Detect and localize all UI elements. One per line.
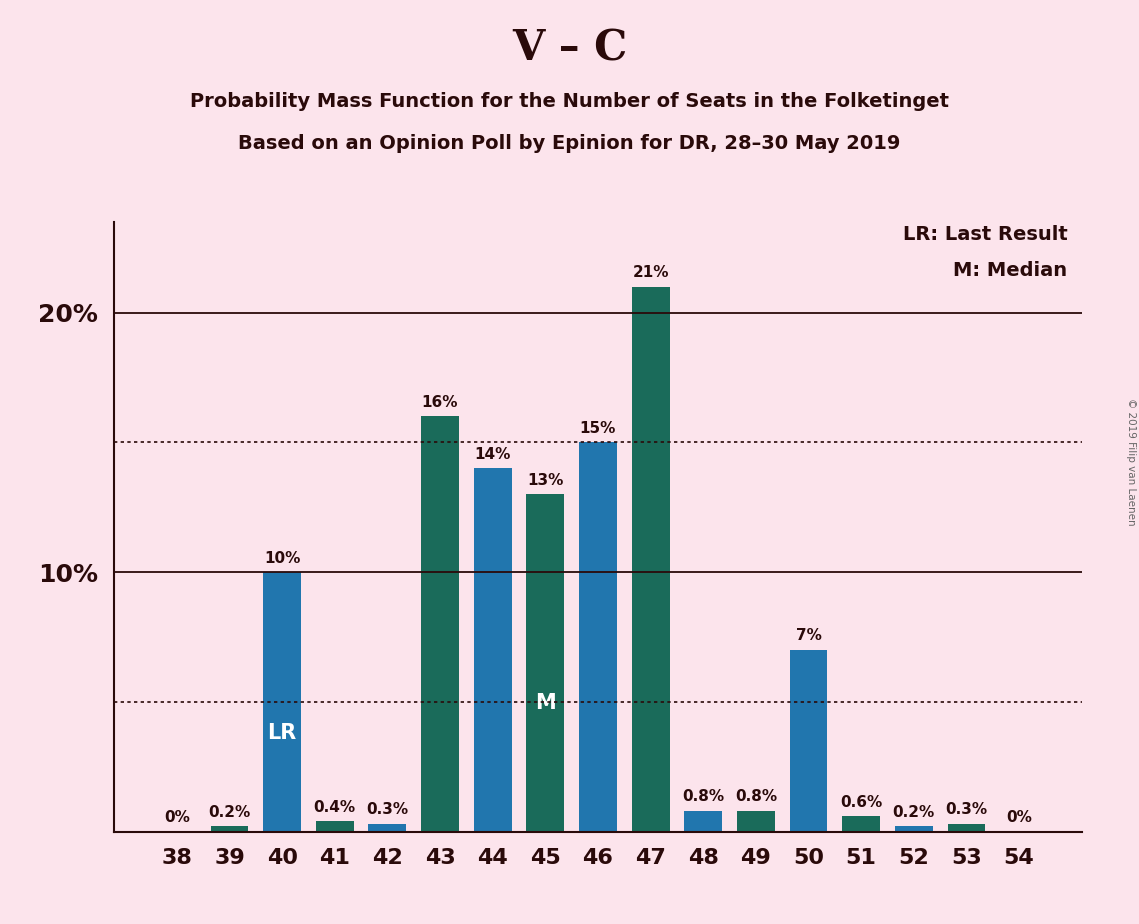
Bar <box>316 821 354 832</box>
Text: 0.3%: 0.3% <box>945 802 988 818</box>
Text: 0.2%: 0.2% <box>893 805 935 820</box>
Text: V – C: V – C <box>511 28 628 69</box>
Text: 0.8%: 0.8% <box>735 789 777 805</box>
Text: M: M <box>535 693 556 713</box>
Bar <box>789 650 828 832</box>
Text: LR: LR <box>268 723 297 743</box>
Bar <box>685 811 722 832</box>
Bar <box>368 824 407 832</box>
Text: 0%: 0% <box>1006 810 1032 825</box>
Text: 21%: 21% <box>632 265 669 280</box>
Text: 16%: 16% <box>421 395 458 410</box>
Bar <box>211 826 248 832</box>
Text: 14%: 14% <box>475 447 511 462</box>
Bar <box>632 286 670 832</box>
Text: 0.3%: 0.3% <box>367 802 409 818</box>
Bar <box>474 468 511 832</box>
Bar <box>948 824 985 832</box>
Bar <box>421 417 459 832</box>
Text: LR: Last Result: LR: Last Result <box>903 225 1067 244</box>
Bar <box>579 443 617 832</box>
Text: Probability Mass Function for the Number of Seats in the Folketinget: Probability Mass Function for the Number… <box>190 92 949 112</box>
Bar <box>737 811 775 832</box>
Text: © 2019 Filip van Laenen: © 2019 Filip van Laenen <box>1126 398 1136 526</box>
Bar <box>895 826 933 832</box>
Text: M: Median: M: Median <box>953 261 1067 280</box>
Text: 7%: 7% <box>796 628 821 643</box>
Text: 0.2%: 0.2% <box>208 805 251 820</box>
Text: 10%: 10% <box>264 551 301 565</box>
Text: 0.8%: 0.8% <box>682 789 724 805</box>
Text: 0.4%: 0.4% <box>313 800 355 815</box>
Bar <box>263 572 301 832</box>
Text: 15%: 15% <box>580 420 616 436</box>
Text: Based on an Opinion Poll by Epinion for DR, 28–30 May 2019: Based on an Opinion Poll by Epinion for … <box>238 134 901 153</box>
Bar <box>526 494 564 832</box>
Bar <box>842 816 880 832</box>
Text: 13%: 13% <box>527 473 564 488</box>
Text: 0%: 0% <box>164 810 190 825</box>
Text: 0.6%: 0.6% <box>841 795 883 809</box>
